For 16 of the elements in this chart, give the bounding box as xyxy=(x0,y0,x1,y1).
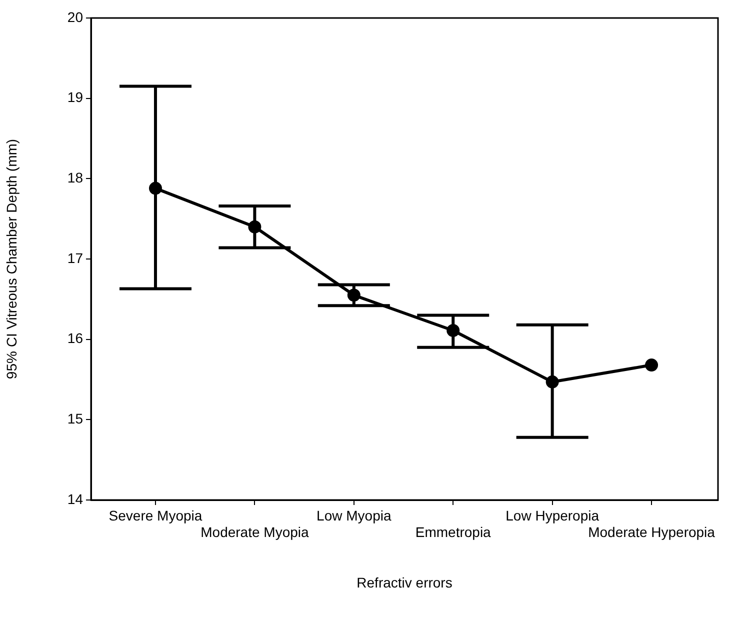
x-tick-label: Low Hyperopia xyxy=(506,507,600,524)
y-tick-label: 20 xyxy=(67,8,84,25)
y-tick-label: 16 xyxy=(67,330,84,346)
x-tick-label: Low Myopia xyxy=(316,507,392,524)
y-axis-title: 95% CI Vitreous Chamber Depth (mm) xyxy=(3,138,20,380)
x-axis-title: Refractiv errors xyxy=(356,574,452,590)
point xyxy=(645,358,658,372)
x-tick-label: Severe Myopia xyxy=(108,507,202,524)
x-tick-label: Emmetropia xyxy=(415,524,492,540)
y-tick-label: 19 xyxy=(67,89,84,106)
x-tick-label: Moderate Myopia xyxy=(200,524,309,540)
y-tick-label: 15 xyxy=(67,410,84,427)
y-tick-label: 17 xyxy=(67,250,84,266)
x-tick-label: Moderate Hyperopia xyxy=(588,524,716,540)
y-tick-label: 18 xyxy=(67,170,84,186)
y-tick-label: 14 xyxy=(67,490,84,507)
